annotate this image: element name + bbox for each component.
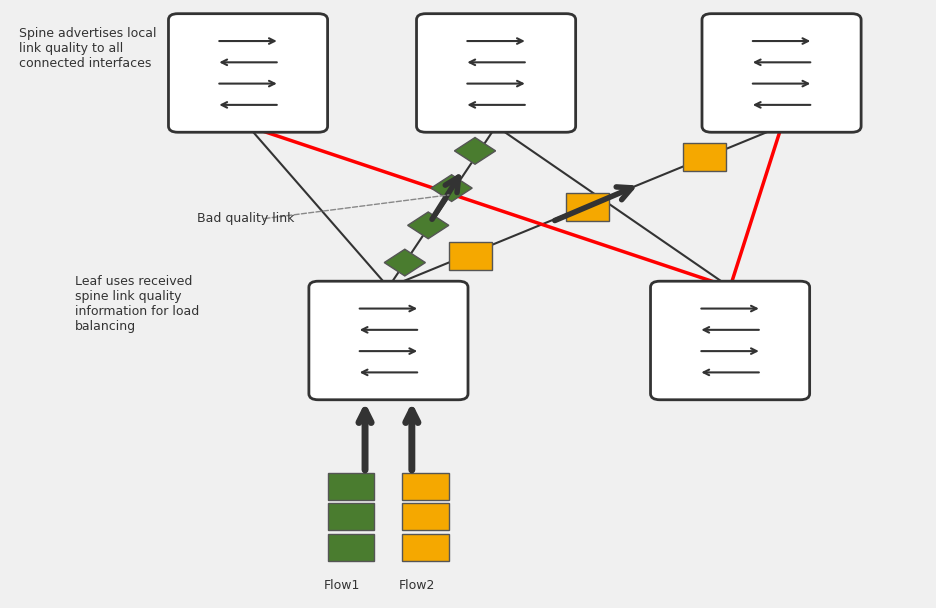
FancyBboxPatch shape: [402, 534, 449, 561]
FancyBboxPatch shape: [168, 14, 328, 133]
Polygon shape: [431, 174, 473, 201]
Text: Bad quality link: Bad quality link: [197, 212, 294, 226]
FancyBboxPatch shape: [402, 503, 449, 530]
Text: Flow2: Flow2: [399, 579, 434, 592]
Polygon shape: [455, 137, 496, 164]
Text: Spine advertises local
link quality to all
connected interfaces: Spine advertises local link quality to a…: [19, 27, 156, 70]
FancyBboxPatch shape: [651, 281, 810, 400]
FancyBboxPatch shape: [402, 473, 449, 500]
FancyBboxPatch shape: [682, 143, 726, 171]
FancyBboxPatch shape: [702, 14, 861, 133]
FancyBboxPatch shape: [449, 243, 492, 271]
Text: Leaf uses received
spine link quality
information for load
balancing: Leaf uses received spine link quality in…: [75, 275, 199, 333]
FancyBboxPatch shape: [328, 473, 374, 500]
Polygon shape: [384, 249, 426, 276]
Text: Flow1: Flow1: [324, 579, 359, 592]
FancyBboxPatch shape: [309, 281, 468, 400]
FancyBboxPatch shape: [417, 14, 576, 133]
Polygon shape: [408, 212, 449, 239]
FancyBboxPatch shape: [328, 503, 374, 530]
FancyBboxPatch shape: [328, 534, 374, 561]
FancyBboxPatch shape: [565, 193, 608, 221]
